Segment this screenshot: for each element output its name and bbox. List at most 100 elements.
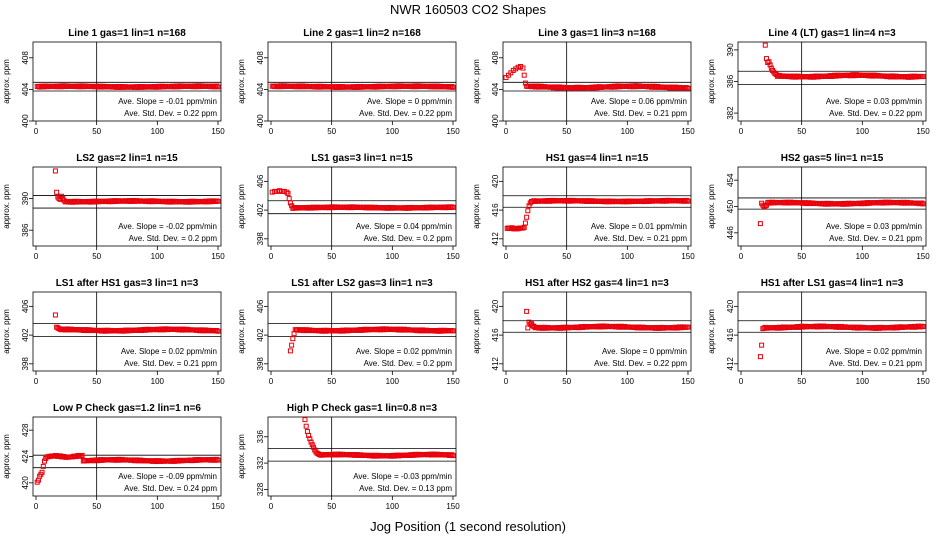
y-tick-label: 412	[491, 357, 500, 371]
panel-title: HS2 gas=5 lin=1 n=15	[781, 153, 884, 164]
y-tick-label: 390	[726, 43, 735, 57]
x-tick-label: 50	[92, 252, 101, 261]
panel: HS1 gas=4 lin=1 n=15 0 50 100 150 412 416 420 ap…	[472, 153, 695, 261]
panel-title: HS1 gas=4 lin=1 n=15	[546, 153, 649, 164]
y-tick-label: 420	[491, 174, 500, 188]
data-point	[685, 85, 691, 91]
data-point	[307, 436, 313, 442]
data-point	[450, 204, 456, 210]
y-tick-label: 420	[726, 299, 735, 313]
slope-annotation: Ave. Slope = 0 ppm/min	[367, 97, 452, 106]
y-tick-label: 398	[21, 357, 30, 371]
x-tick-label: 150	[211, 377, 225, 386]
data-point	[525, 208, 531, 214]
x-tick-label: 0	[504, 377, 509, 386]
data-point	[40, 463, 46, 469]
x-tick-label: 50	[92, 502, 101, 511]
data-point	[284, 189, 290, 195]
y-tick-label: 406	[256, 174, 265, 188]
panel: HS1 after HS2 gas=4 lin=1 n=3 0 50 100 150 41…	[472, 278, 695, 386]
data-point	[214, 456, 220, 462]
data-point	[317, 452, 323, 458]
data-point	[310, 444, 316, 450]
panel: Low P Check gas=1.2 lin=1 n=6 0 50 100 150 42…	[2, 403, 225, 511]
std-dev-annotation: Ave. Std. Dev. = 0.2 ppm	[129, 234, 218, 243]
x-tick-label: 150	[681, 377, 695, 386]
slope-annotation: Ave. Slope = -0.01 ppm/min	[118, 97, 217, 106]
data-point	[214, 83, 220, 89]
y-tick-label: 404	[256, 82, 265, 96]
data-point	[522, 80, 528, 86]
x-tick-label: 50	[797, 127, 806, 136]
y-tick-label: 328	[256, 482, 265, 496]
data-point	[304, 428, 310, 434]
data-point	[56, 326, 62, 332]
x-tick-label: 100	[151, 127, 165, 136]
std-dev-annotation: Ave. Std. Dev. = 0.22 ppm	[829, 109, 922, 118]
panel-title: LS2 gas=2 lin=1 n=15	[76, 153, 178, 164]
y-tick-label: 400	[256, 114, 265, 128]
std-dev-annotation: Ave. Std. Dev. = 0.22 ppm	[359, 109, 452, 118]
data-point	[524, 83, 530, 89]
data-point	[920, 324, 926, 330]
x-tick-label: 50	[92, 377, 101, 386]
x-tick-label: 100	[856, 127, 870, 136]
data-point	[530, 323, 536, 329]
y-axis-label: approx. ppm	[237, 184, 246, 229]
y-axis-label: approx. ppm	[237, 309, 246, 354]
plot-frame	[502, 291, 692, 372]
data-point	[52, 312, 58, 318]
x-tick-label: 0	[739, 127, 744, 136]
x-tick-label: 50	[797, 377, 806, 386]
data-point	[757, 354, 763, 360]
panel: LS2 gas=2 lin=1 n=15 0 50 100 150 386 390 appro…	[2, 153, 225, 261]
y-tick-label: 402	[256, 328, 265, 342]
std-dev-annotation: Ave. Std. Dev. = 0.2 ppm	[364, 359, 453, 368]
figure-title: NWR 160503 CO2 Shapes	[389, 2, 547, 17]
panel-title: HS1 after LS1 gas=4 lin=1 n=3	[761, 278, 904, 289]
y-tick-label: 454	[726, 173, 735, 187]
slope-annotation: Ave. Slope = 0.02 ppm/min	[826, 347, 922, 356]
data-point	[450, 453, 456, 459]
data-point	[524, 214, 530, 220]
y-axis-label: approx. ppm	[707, 309, 716, 354]
panel-title: Line 4 (LT) gas=1 lin=4 n=3	[768, 28, 896, 39]
data-point	[531, 323, 537, 329]
data-point	[760, 326, 766, 332]
y-tick-label: 420	[21, 476, 30, 490]
data-point	[215, 198, 221, 204]
y-axis-label: approx. ppm	[237, 59, 246, 104]
y-axis-label: approx. ppm	[707, 184, 716, 229]
y-tick-label: 404	[491, 82, 500, 96]
data-point	[450, 328, 456, 334]
data-point	[289, 342, 295, 348]
slope-annotation: Ave. Slope = 0.02 ppm/min	[121, 347, 217, 356]
y-tick-label: 406	[21, 299, 30, 313]
y-tick-label: 424	[21, 449, 30, 463]
x-tick-label: 50	[562, 252, 571, 261]
std-dev-annotation: Ave. Std. Dev. = 0.21 ppm	[829, 359, 922, 368]
data-point	[52, 168, 58, 174]
panel-title: High P Check gas=1 lin=0.8 n=3	[287, 403, 438, 414]
data-point	[215, 457, 221, 463]
y-tick-label: 402	[21, 328, 30, 342]
data-point	[287, 200, 293, 206]
data-point	[766, 59, 772, 65]
panel-title: LS1 after HS1 gas=3 lin=1 n=3	[56, 278, 199, 289]
x-tick-label: 0	[269, 127, 274, 136]
x-tick-label: 100	[621, 377, 635, 386]
x-tick-label: 100	[856, 252, 870, 261]
x-tick-label: 150	[211, 127, 225, 136]
panel: HS2 gas=5 lin=1 n=15 0 50 100 150 446 450 454 ap…	[707, 153, 930, 261]
data-point	[289, 203, 295, 209]
x-tick-label: 0	[504, 127, 509, 136]
y-tick-label: 416	[491, 203, 500, 217]
x-tick-label: 0	[269, 252, 274, 261]
data-point	[685, 198, 691, 204]
panel: Line 1 gas=1 lin=1 n=168 0 50 100 150 400 404 4…	[2, 28, 225, 136]
y-axis-label: approx. ppm	[2, 184, 11, 229]
data-point	[757, 221, 763, 227]
y-tick-label: 416	[726, 328, 735, 342]
x-tick-label: 0	[34, 377, 39, 386]
